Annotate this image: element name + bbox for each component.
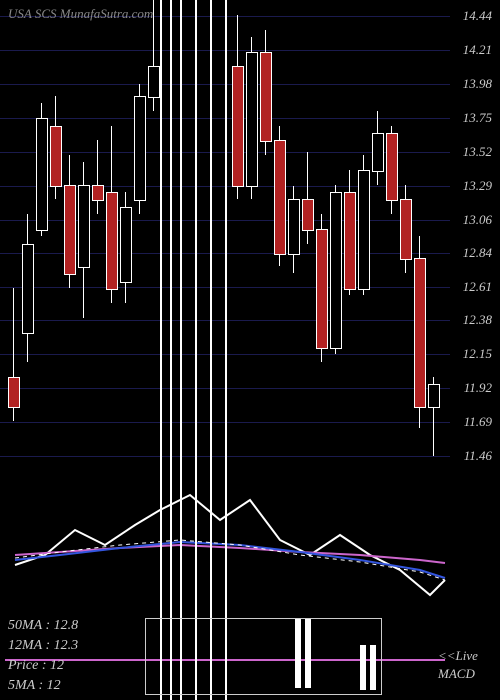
- watermark-text: USA SCS MunafaSutra.com: [8, 6, 153, 22]
- live-label-2: MACD: [438, 666, 475, 682]
- y-axis-label: 11.46: [464, 448, 492, 464]
- candle-body: [400, 199, 412, 260]
- y-axis-label: 13.75: [463, 110, 492, 126]
- y-axis-label: 13.98: [463, 76, 492, 92]
- candle-body: [50, 126, 62, 187]
- candle-body: [302, 199, 314, 231]
- info-50MA: 50MA : 12.8: [8, 618, 78, 634]
- candle-body: [274, 140, 286, 254]
- y-axis-label: 13.52: [463, 144, 492, 160]
- y-axis-label: 12.38: [463, 312, 492, 328]
- y-axis-label: 13.06: [463, 212, 492, 228]
- y-axis-label: 11.92: [464, 380, 492, 396]
- y-axis-label: 11.69: [464, 414, 492, 430]
- info-5MA: 5MA : 12: [8, 678, 61, 694]
- candle-body: [260, 52, 272, 143]
- candle-body: [414, 258, 426, 408]
- info-Price: Price : 12: [8, 658, 64, 674]
- candle-body: [22, 244, 34, 335]
- vertical-marker: [180, 0, 182, 700]
- info-12MA: 12MA : 12.3: [8, 638, 78, 654]
- candle-body: [316, 229, 328, 349]
- y-axis-label: 12.15: [463, 346, 492, 362]
- vertical-marker: [210, 0, 212, 700]
- live-label: <<Live: [438, 648, 478, 664]
- candle-body: [36, 118, 48, 231]
- y-axis-label: 12.61: [463, 279, 492, 295]
- candle-body: [358, 170, 370, 290]
- vertical-marker: [195, 0, 197, 700]
- candle-body: [134, 96, 146, 201]
- candle-body: [232, 66, 244, 186]
- histogram-box: [145, 618, 382, 695]
- candle-body: [92, 185, 104, 202]
- candle-body: [106, 192, 118, 290]
- candle-body: [78, 185, 90, 268]
- candle-body: [330, 192, 342, 349]
- candlestick-chart: USA SCS MunafaSutra.com 14.44 14.21 13.98 1…: [0, 0, 500, 700]
- y-axis-label: 13.29: [463, 178, 492, 194]
- candle-body: [246, 52, 258, 187]
- candle-body: [8, 377, 20, 409]
- y-axis-label: 12.84: [463, 245, 492, 261]
- candle-body: [120, 207, 132, 283]
- vertical-marker: [170, 0, 172, 700]
- candle-body: [148, 66, 160, 98]
- candle-body: [64, 185, 76, 276]
- candle-body: [288, 199, 300, 254]
- candle-body: [428, 384, 440, 408]
- candle-body: [372, 133, 384, 172]
- y-axis-label: 14.44: [463, 8, 492, 24]
- vertical-marker: [225, 0, 227, 700]
- candle-body: [344, 192, 356, 290]
- vertical-marker: [160, 0, 162, 700]
- y-axis-label: 14.21: [463, 42, 492, 58]
- candle-wick: [97, 140, 98, 214]
- candle-body: [386, 133, 398, 201]
